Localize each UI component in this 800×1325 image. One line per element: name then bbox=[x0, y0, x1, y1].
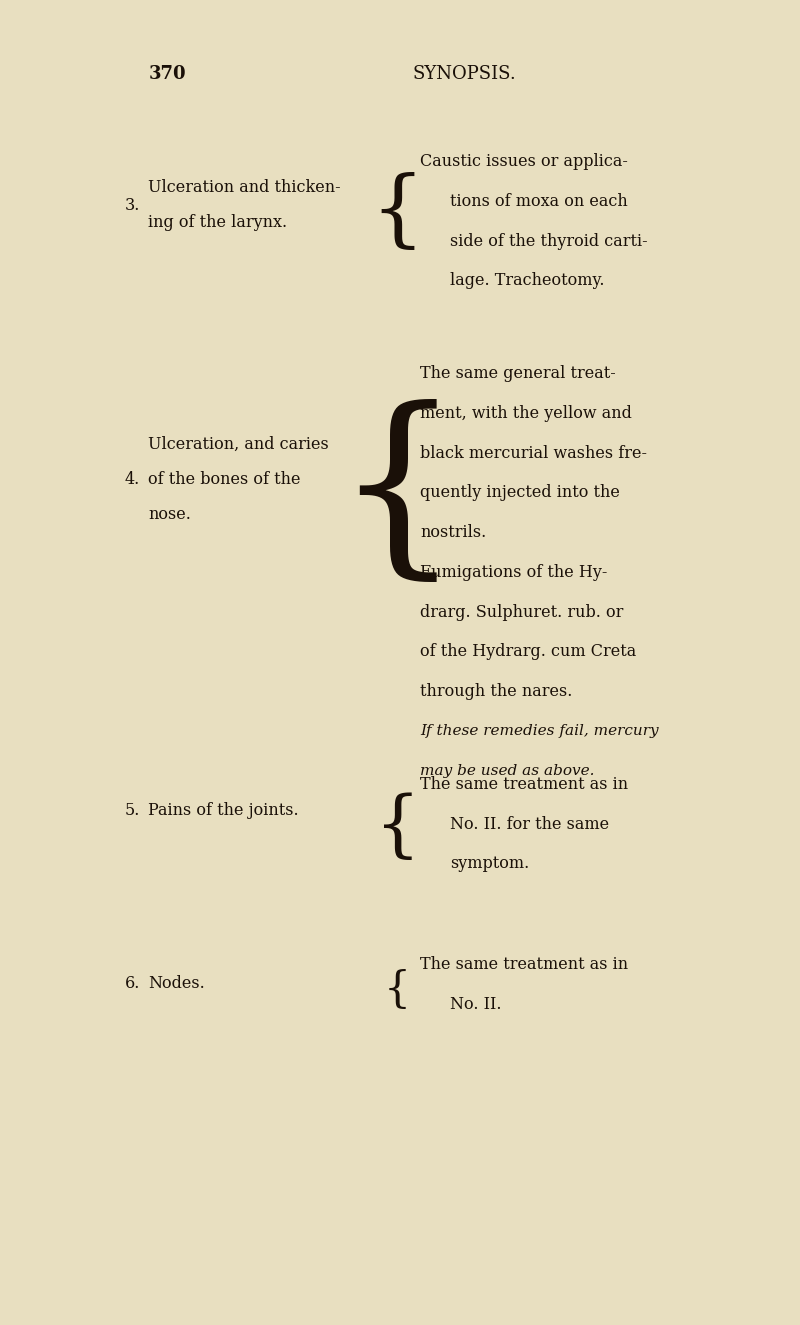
Text: The same treatment as in: The same treatment as in bbox=[420, 957, 628, 973]
Text: side of the thyroid carti-: side of the thyroid carti- bbox=[450, 233, 648, 249]
Text: 5.: 5. bbox=[125, 803, 140, 819]
Text: through the nares.: through the nares. bbox=[420, 684, 572, 700]
Text: Fumigations of the Hy-: Fumigations of the Hy- bbox=[420, 564, 607, 580]
Text: Ulceration, and caries: Ulceration, and caries bbox=[148, 436, 329, 453]
Text: may be used as above.: may be used as above. bbox=[420, 765, 594, 778]
Text: Ulceration and thicken-: Ulceration and thicken- bbox=[148, 179, 341, 196]
Text: 6.: 6. bbox=[125, 975, 140, 991]
Text: symptom.: symptom. bbox=[450, 856, 530, 872]
Text: {: { bbox=[370, 172, 425, 254]
Text: SYNOPSIS.: SYNOPSIS. bbox=[412, 65, 516, 83]
Text: drarg. Sulphuret. rub. or: drarg. Sulphuret. rub. or bbox=[420, 604, 623, 620]
Text: {: { bbox=[334, 399, 461, 591]
Text: nose.: nose. bbox=[148, 506, 191, 523]
Text: lage. Tracheotomy.: lage. Tracheotomy. bbox=[450, 273, 605, 289]
Text: The same general treat-: The same general treat- bbox=[420, 366, 616, 382]
Text: No. II.: No. II. bbox=[450, 996, 502, 1012]
Text: 4.: 4. bbox=[125, 472, 140, 488]
Text: If these remedies fail, mercury: If these remedies fail, mercury bbox=[420, 725, 658, 738]
Text: tions of moxa on each: tions of moxa on each bbox=[450, 193, 628, 209]
Text: ment, with the yellow and: ment, with the yellow and bbox=[420, 405, 632, 421]
Text: Nodes.: Nodes. bbox=[148, 975, 205, 991]
Text: Caustic issues or applica-: Caustic issues or applica- bbox=[420, 154, 628, 170]
Text: 3.: 3. bbox=[125, 197, 140, 213]
Text: {: { bbox=[384, 970, 411, 1011]
Text: Pains of the joints.: Pains of the joints. bbox=[148, 803, 298, 819]
Text: of the bones of the: of the bones of the bbox=[148, 472, 301, 488]
Text: quently injected into the: quently injected into the bbox=[420, 485, 620, 501]
Text: No. II. for the same: No. II. for the same bbox=[450, 816, 610, 832]
Text: of the Hydrarg. cum Creta: of the Hydrarg. cum Creta bbox=[420, 644, 636, 660]
Text: {: { bbox=[374, 792, 421, 864]
Text: ing of the larynx.: ing of the larynx. bbox=[148, 215, 287, 232]
Text: The same treatment as in: The same treatment as in bbox=[420, 776, 628, 792]
Text: black mercurial washes fre-: black mercurial washes fre- bbox=[420, 445, 647, 461]
Text: 370: 370 bbox=[149, 65, 187, 83]
Text: nostrils.: nostrils. bbox=[420, 525, 486, 541]
